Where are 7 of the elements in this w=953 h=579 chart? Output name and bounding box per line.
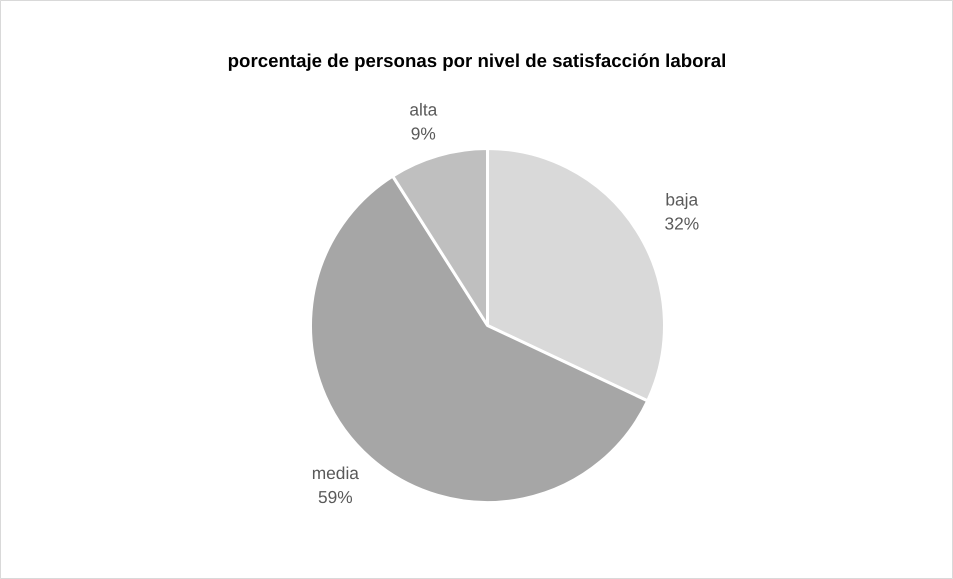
slice-label: alta: [409, 100, 438, 120]
data-label: 32%: [664, 214, 700, 234]
slice-label: media: [312, 462, 360, 483]
data-label: 59%: [318, 486, 353, 507]
data-label: 9%: [410, 124, 436, 144]
slice-label: baja: [665, 190, 699, 210]
chart-title: porcentaje de personas por nivel de satisfacción laboral: [228, 50, 726, 71]
